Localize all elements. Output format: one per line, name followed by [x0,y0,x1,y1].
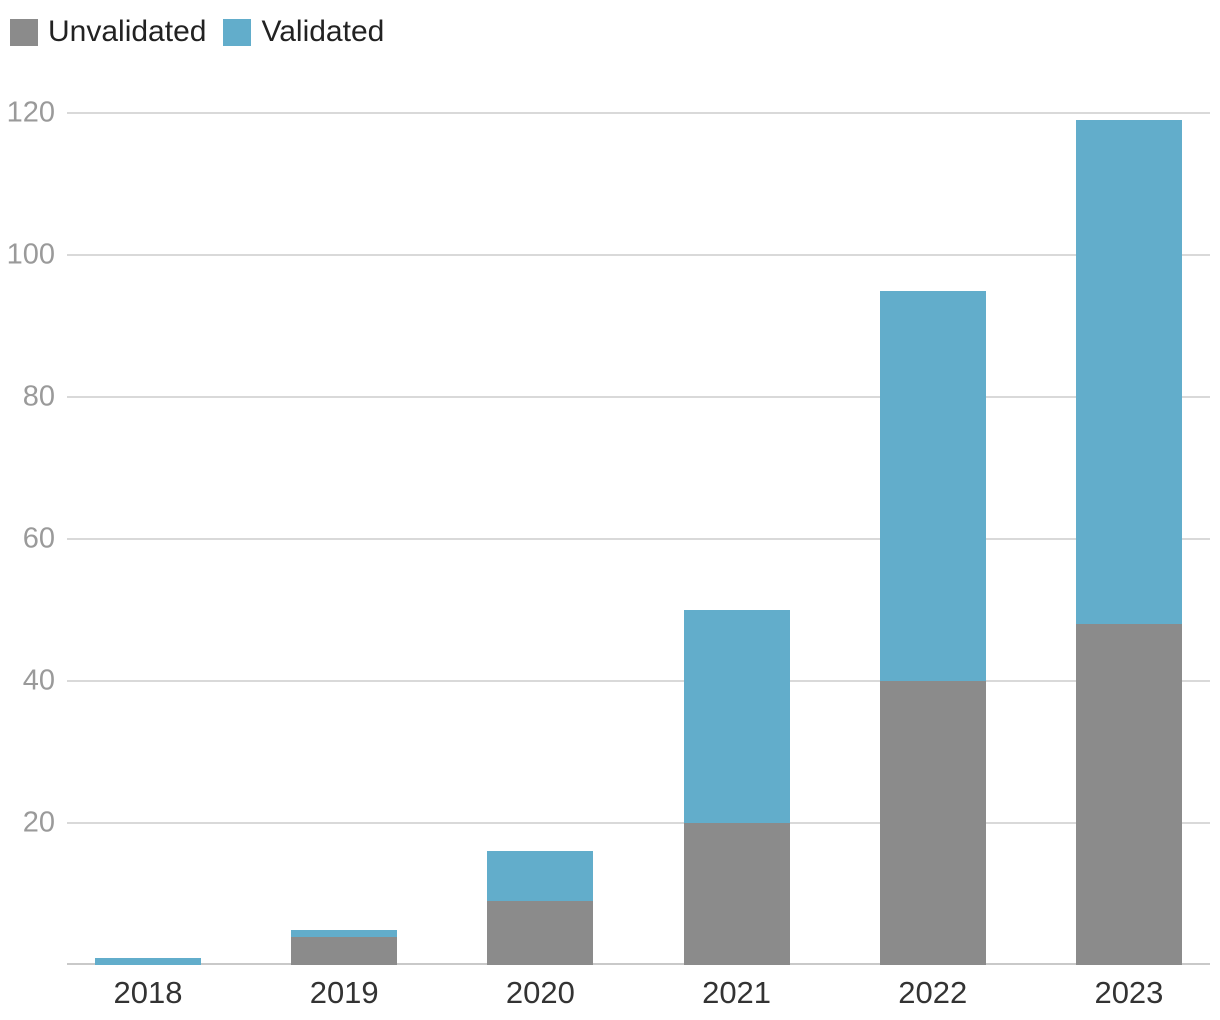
x-tick-label: 2023 [1094,975,1164,1010]
bar-segment-validated-2020 [487,851,594,902]
x-tick-label: 2018 [113,975,183,1010]
chart-legend: Unvalidated Validated [10,14,384,50]
bar-segment-unvalidated-2022 [879,681,986,965]
gridline-80 [67,396,1210,398]
bar-segment-unvalidated-2021 [683,823,790,965]
bar-2023 [1075,120,1182,965]
y-tick-label: 100 [6,238,55,271]
legend-label: Validated [261,15,385,48]
bar-2021 [683,610,790,965]
y-tick-label: 20 [22,806,55,839]
bar-segment-validated-2021 [683,610,790,823]
bar-segment-unvalidated-2023 [1075,624,1182,965]
y-axis-labels: 20 40 60 80 100 120 [0,0,55,1020]
gridline-60 [67,538,1210,540]
plot-area [67,112,1210,965]
bar-2022 [879,290,986,965]
y-tick-label: 120 [6,96,55,129]
bar-series [67,113,1210,965]
legend-item-unvalidated: Unvalidated [10,14,206,50]
bar-2018 [95,957,201,965]
gridline-100 [67,254,1210,256]
gridline-120 [67,112,1210,114]
bar-2019 [291,929,398,965]
legend-label: Unvalidated [48,15,207,48]
bar-segment-validated-2018 [95,957,201,965]
x-axis-labels: 2018 2019 2020 2021 2022 2023 [67,974,1210,1011]
bar-segment-unvalidated-2020 [487,901,594,965]
bar-segment-unvalidated-2019 [291,936,398,965]
bar-2020 [487,851,594,965]
legend-swatch-icon [10,18,38,46]
bar-segment-validated-2023 [1075,120,1182,625]
bar-segment-validated-2022 [879,290,986,681]
gridline-20 [67,822,1210,824]
bar-segment-validated-2019 [291,929,398,937]
legend-swatch-icon [223,18,252,46]
x-tick-label: 2019 [309,975,379,1010]
x-axis-line [67,963,1210,965]
legend-item-validated: Validated [223,14,384,50]
y-tick-label: 40 [22,664,55,697]
y-tick-label: 80 [22,380,55,413]
y-tick-label: 60 [22,522,55,555]
x-tick-label: 2021 [702,975,772,1010]
gridline-40 [67,680,1210,682]
x-tick-label: 2022 [898,975,968,1010]
x-tick-label: 2020 [505,975,575,1010]
